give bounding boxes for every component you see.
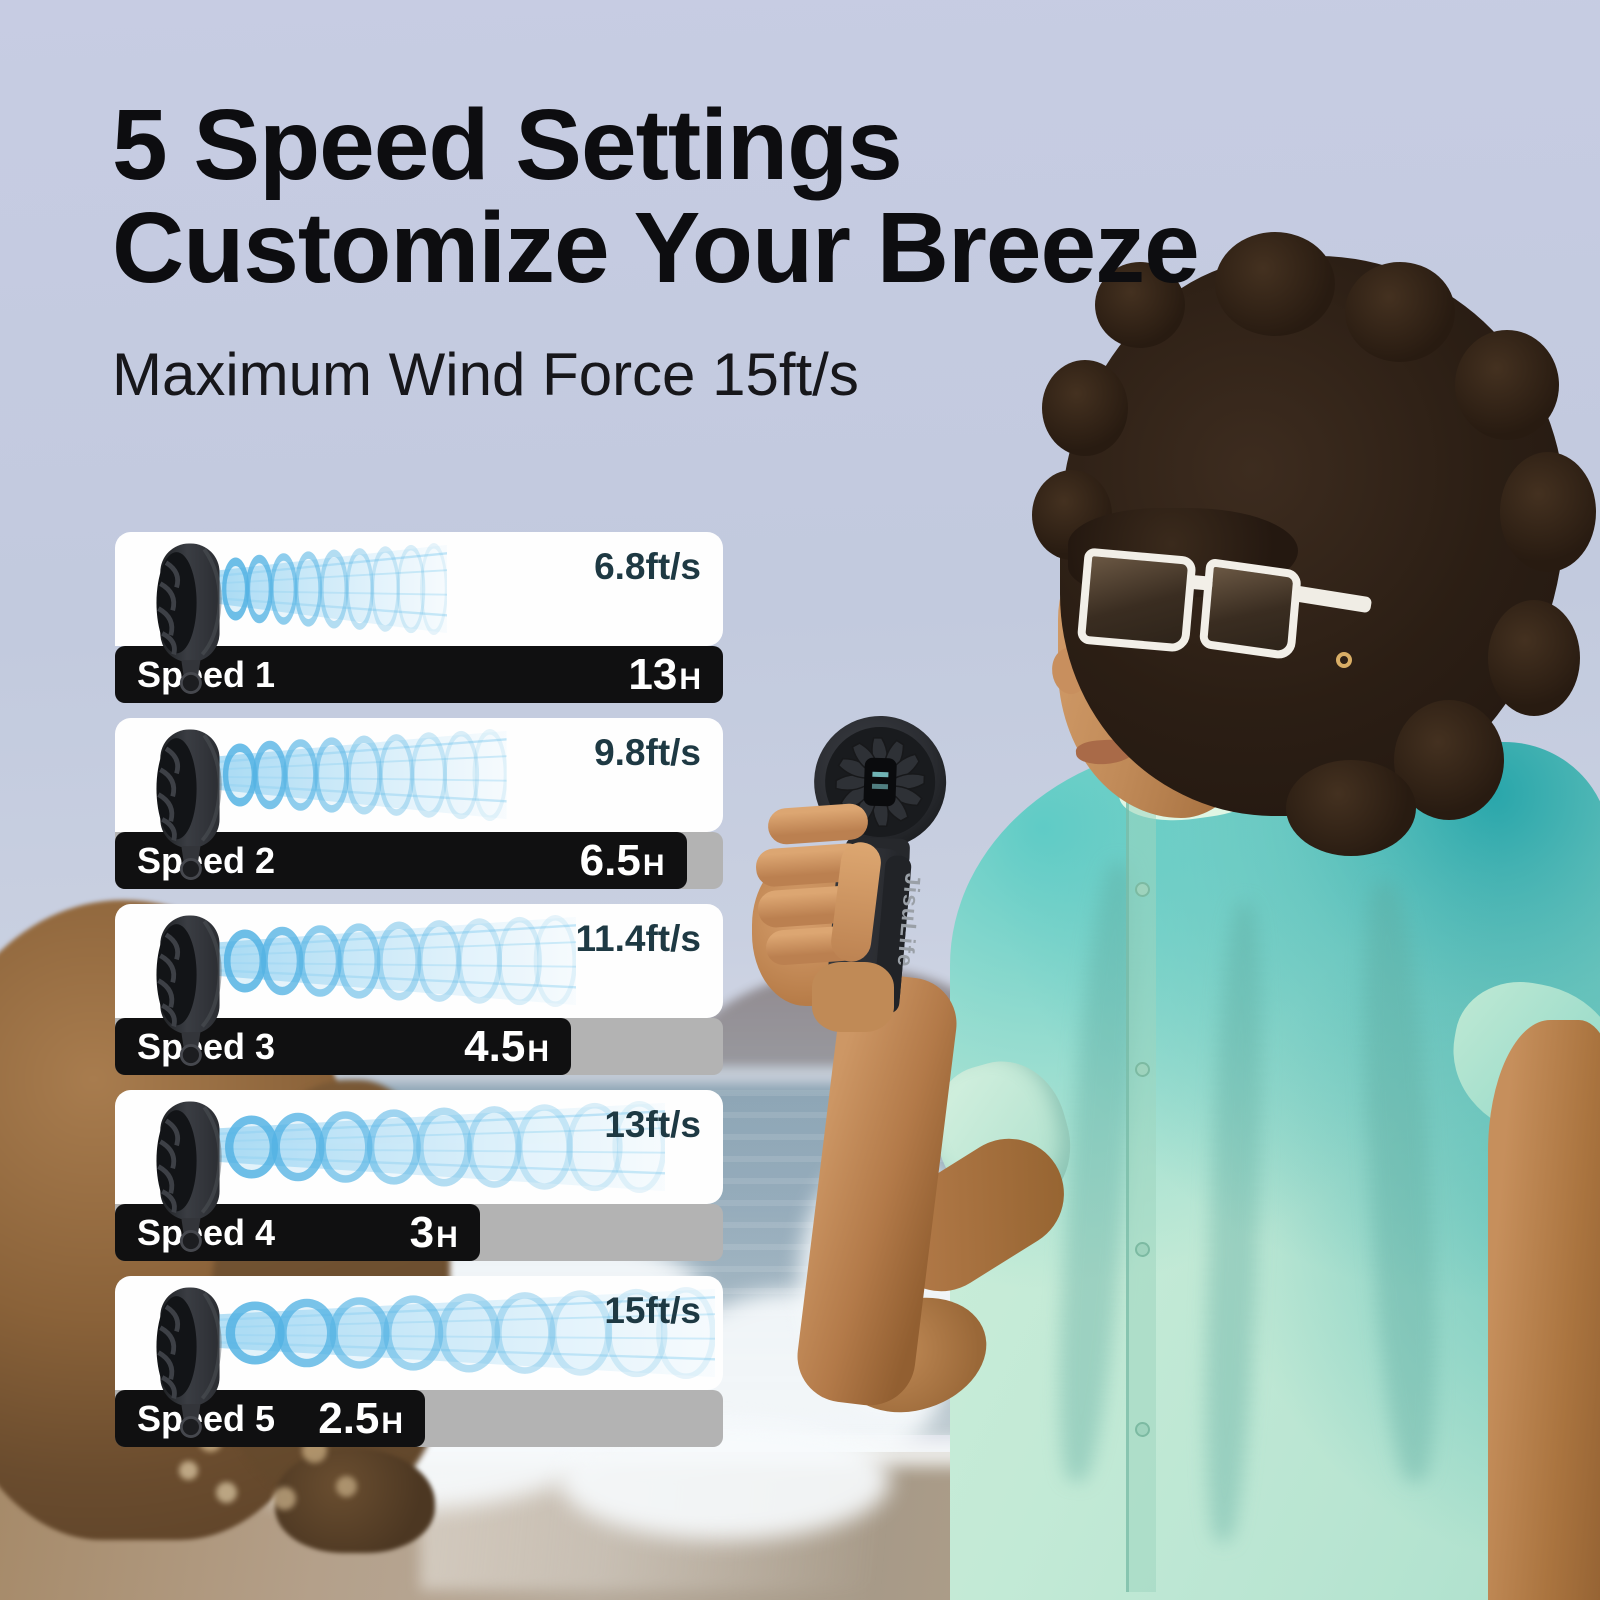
hair-curl [1488,600,1580,716]
sunglasses-temple-arm [1292,585,1373,614]
wind-force-value: 6.8ft/s [594,546,701,587]
mini-fan-icon [145,538,231,700]
airflow-graphic [219,728,507,822]
wind-force-value: 11.4ft/s [575,918,701,959]
shirt-button [1135,1242,1150,1257]
airflow-graphic [219,914,576,1008]
mini-fan-icon [145,910,231,1072]
speed-settings-chart: 6.8ft/s Speed 1 13H 9.8ft/s Speed 2 6.5H [115,532,723,1462]
speed-row-4: 13ft/s Speed 4 3H [115,1090,723,1276]
speed-label: Speed 2 [137,839,276,881]
model-finger [766,802,870,846]
sunglasses-right-lens [1198,557,1302,661]
speed-label: Speed 4 [137,1211,276,1253]
title-line-1: 5 Speed Settings [112,89,903,201]
speed-label: Speed 5 [137,1397,276,1439]
runtime-bar: Speed 1 13H [115,646,723,703]
sunglasses-left-lens [1076,547,1197,653]
speed-row-5: 15ft/s Speed 5 2.5H [115,1276,723,1462]
gold-hoop-earring [1336,652,1352,668]
sunglasses-bridge [1187,574,1214,591]
hair-curl [1215,232,1335,336]
mini-fan-icon [145,1282,231,1444]
runtime-hours: 13H [628,649,701,699]
shirt-button [1135,882,1150,897]
runtime-track: Speed 5 2.5H [115,1390,723,1447]
model-wrist [812,962,894,1032]
fan-display [863,757,897,807]
shirt-button [1135,1422,1150,1437]
speed-label: Speed 1 [137,653,276,695]
speed-card: 13ft/s [115,1090,723,1204]
title-line-2: Customize Your Breeze [112,192,1200,304]
shirt-button [1135,1062,1150,1077]
runtime-hours: 3H [409,1207,458,1257]
model-left-arm [1488,1020,1600,1600]
mini-fan-icon [145,1096,231,1258]
runtime-hours: 2.5H [318,1393,404,1443]
runtime-hours: 6.5H [579,835,665,885]
shirt-button-placket [1126,802,1156,1592]
mini-fan-icon [145,724,231,886]
wind-force-value: 13ft/s [604,1104,701,1145]
airflow-graphic [219,1100,665,1194]
headline-block: 5 Speed Settings Customize Your Breeze M… [112,89,1200,409]
hair-curl [1455,330,1559,440]
shirt-fold [1354,880,1446,1484]
hair-curl [1095,262,1185,348]
hair-curl [1286,760,1416,856]
subtitle: Maximum Wind Force 15ft/s [112,341,859,408]
wind-force-value: 15ft/s [604,1290,701,1331]
airflow-graphic [219,542,447,636]
speed-row-3: 11.4ft/s Speed 3 4.5H [115,904,723,1090]
hair-curl [1345,262,1455,362]
speed-row-1: 6.8ft/s Speed 1 13H [115,532,723,718]
hair-curl [1500,452,1596,572]
runtime-hours: 4.5H [464,1021,549,1071]
white-sunglasses [1075,540,1374,685]
speed-row-2: 9.8ft/s Speed 2 6.5H [115,718,723,904]
hair-curl [1042,360,1128,456]
shirt-fold [1198,901,1270,1543]
runtime-track: Speed 1 13H [115,646,723,703]
speed-label: Speed 3 [137,1025,276,1067]
runtime-bar: Speed 2 6.5H [115,832,687,889]
runtime-bar: Speed 5 2.5H [115,1390,426,1447]
small-rock [275,1448,435,1553]
runtime-track: Speed 2 6.5H [115,832,723,889]
wind-force-value: 9.8ft/s [594,732,701,773]
